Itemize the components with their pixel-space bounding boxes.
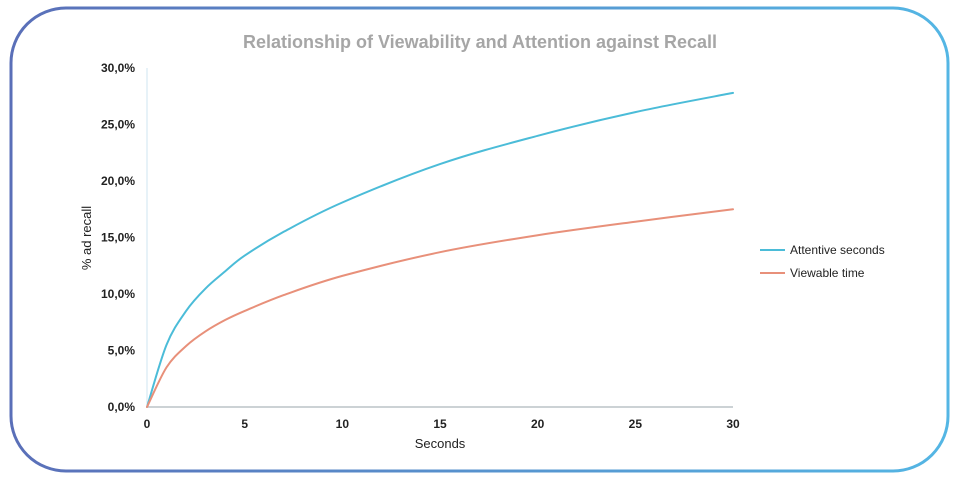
- x-tick-label: 10: [336, 417, 350, 431]
- y-tick-label: 20,0%: [101, 174, 135, 188]
- y-tick-label: 0,0%: [108, 400, 136, 414]
- x-tick-label: 15: [433, 417, 447, 431]
- y-tick-label: 30,0%: [101, 61, 135, 75]
- chart-title: Relationship of Viewability and Attentio…: [243, 32, 717, 52]
- plot-area: 0,0% 5,0% 10,0% 15,0% 20,0% 25,0% 30,0% 0 5 10 15…: [101, 61, 740, 431]
- series-lines: [146, 91, 734, 408]
- y-tick-label: 5,0%: [108, 344, 136, 358]
- legend: Attentive seconds Viewable time: [760, 243, 885, 280]
- series-line-1: [146, 208, 734, 408]
- x-tick-label: 25: [629, 417, 643, 431]
- rounded-border: [9, 6, 950, 473]
- x-axis-label: Seconds: [415, 436, 466, 451]
- x-tick-label: 0: [144, 417, 151, 431]
- y-tick-label: 25,0%: [101, 118, 135, 132]
- series-line-0: [146, 91, 734, 408]
- legend-label: Attentive seconds: [790, 243, 885, 257]
- x-tick-label: 20: [531, 417, 545, 431]
- x-tick-label: 30: [726, 417, 740, 431]
- y-tick-labels: 0,0% 5,0% 10,0% 15,0% 20,0% 25,0% 30,0%: [101, 61, 135, 414]
- y-axis-label: % ad recall: [79, 206, 94, 270]
- y-tick-label: 10,0%: [101, 287, 135, 301]
- x-tick-labels: 0 5 10 15 20 25 30: [144, 417, 740, 431]
- x-tick-label: 5: [241, 417, 248, 431]
- y-tick-label: 15,0%: [101, 231, 135, 245]
- legend-label: Viewable time: [790, 266, 865, 280]
